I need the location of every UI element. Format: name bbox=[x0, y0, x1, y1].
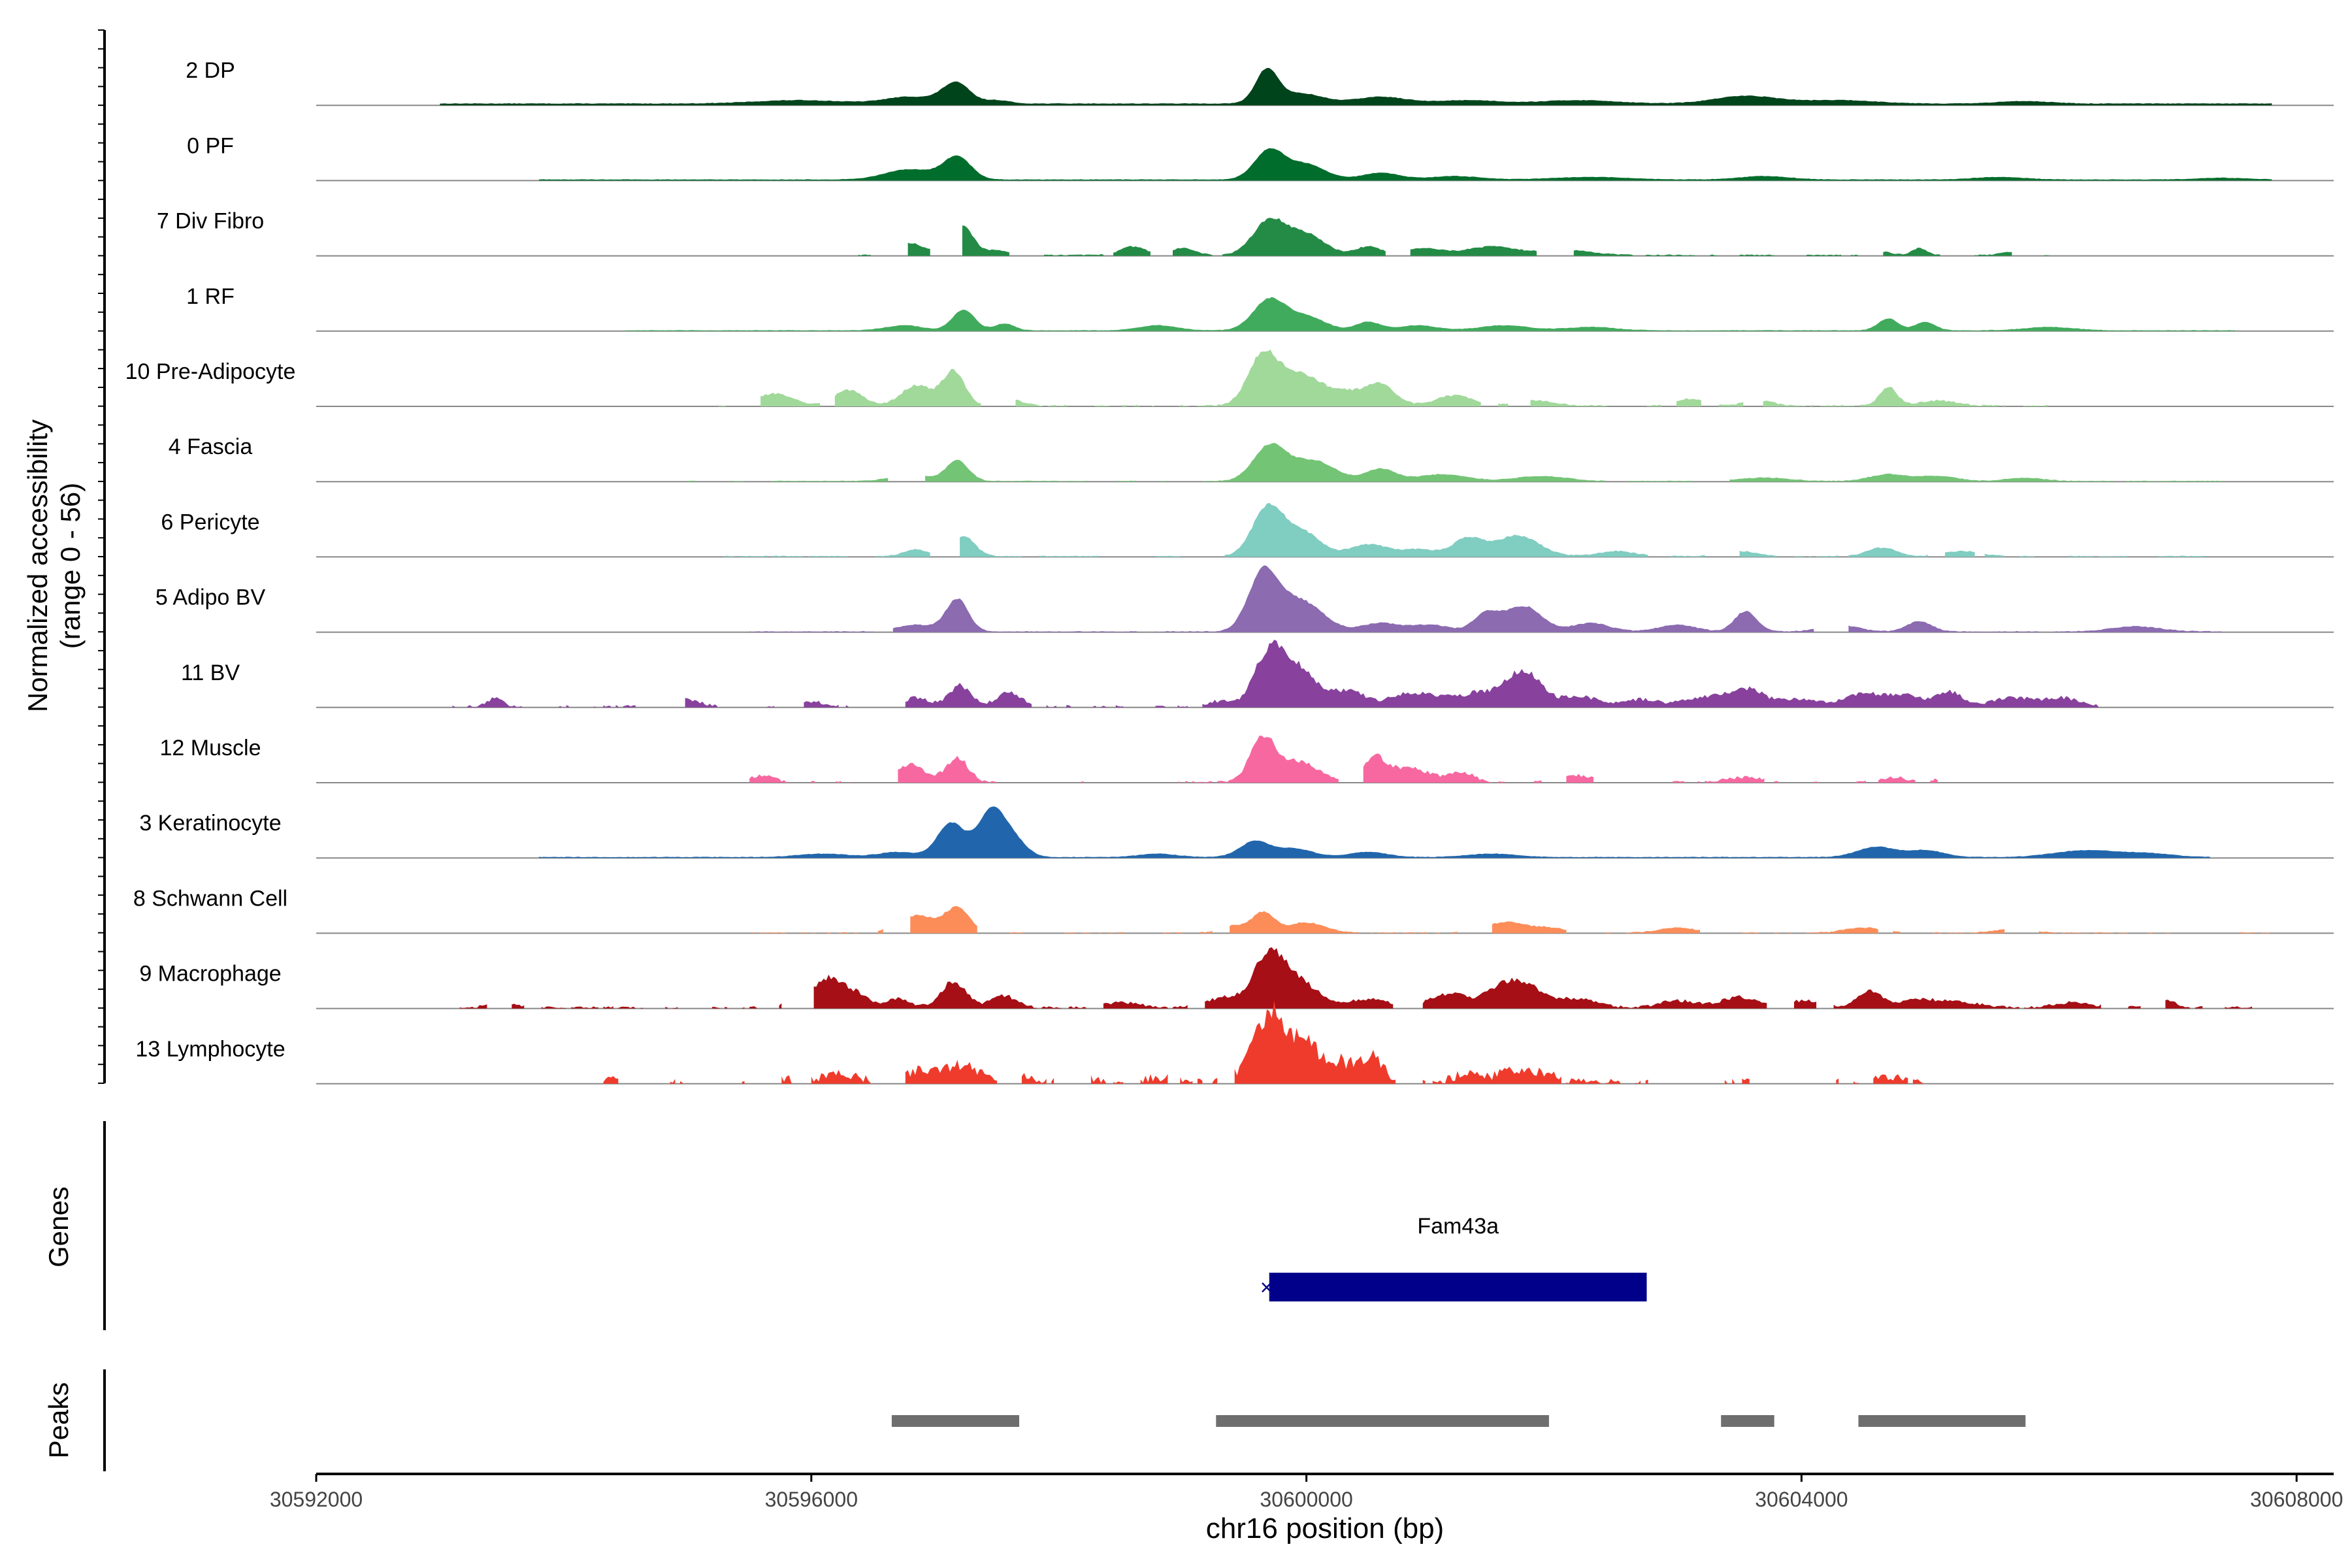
track-11-bv: 11 BV bbox=[181, 640, 2334, 708]
peaks-panel-title: Peaks bbox=[43, 1382, 74, 1459]
track-label: 3 Keratinocyte bbox=[139, 811, 281, 836]
track-label: 13 Lymphocyte bbox=[135, 1037, 285, 1062]
track-signal bbox=[725, 502, 2205, 557]
gene-strand-arrow: × bbox=[1260, 1275, 1273, 1300]
track-12-muscle: 12 Muscle bbox=[160, 736, 2334, 783]
x-axis-tick-label: 30600000 bbox=[1260, 1488, 1352, 1511]
x-axis-tick-label: 30596000 bbox=[765, 1488, 858, 1511]
track-label: 8 Schwann Cell bbox=[133, 886, 287, 911]
track-label: 9 Macrophage bbox=[139, 962, 281, 987]
track-5-adipo-bv: 5 Adipo BV bbox=[155, 565, 2334, 633]
y-axis-title-range: (range 0 - 56) bbox=[55, 483, 86, 649]
track-label: 5 Adipo BV bbox=[155, 585, 266, 610]
track-label: 6 Pericyte bbox=[161, 510, 259, 534]
track-signal bbox=[858, 218, 2050, 256]
track-label: 11 BV bbox=[181, 661, 240, 685]
x-axis-tick-label: 30604000 bbox=[1755, 1488, 1848, 1511]
track-2-dp: 2 DP bbox=[186, 58, 2334, 106]
coverage-tracks: 2 DP 0 PF 7 Div Fibro 1 RF 10 Pre-Adipocyte 4… bbox=[125, 58, 2334, 1085]
track-signal bbox=[452, 640, 2099, 708]
track-label: 7 Div Fibro bbox=[157, 209, 264, 234]
y-axis-title: Normalized accessibility (range 0 - 56) bbox=[22, 419, 86, 712]
track-1-rf: 1 RF bbox=[186, 284, 2334, 332]
genes-panel-title: Genes bbox=[43, 1186, 74, 1267]
track-signal bbox=[603, 1000, 1923, 1084]
track-signal bbox=[539, 148, 2272, 181]
gene-body bbox=[1269, 1273, 1647, 1301]
track-signal bbox=[749, 565, 2223, 632]
peak-bar bbox=[1721, 1415, 1774, 1427]
y-axis-title-main: Normalized accessibility bbox=[22, 419, 53, 712]
track-6-pericyte: 6 Pericyte bbox=[161, 502, 2334, 558]
peak-bar bbox=[891, 1415, 1019, 1427]
y-axis-ticks bbox=[98, 29, 105, 1084]
track-4-fascia: 4 Fascia bbox=[169, 434, 2334, 483]
track-10-pre-adipocyte: 10 Pre-Adipocyte bbox=[125, 350, 2334, 407]
track-3-keratinocyte: 3 Keratinocyte bbox=[139, 806, 2334, 859]
track-label: 1 RF bbox=[186, 284, 235, 309]
track-8-schwann-cell: 8 Schwann Cell bbox=[133, 886, 2334, 934]
x-axis-tick-label: 30592000 bbox=[270, 1488, 363, 1511]
track-9-macrophage: 9 Macrophage bbox=[139, 947, 2334, 1009]
track-label: 2 DP bbox=[186, 58, 235, 83]
peak-bar bbox=[1858, 1415, 2026, 1427]
track-label: 10 Pre-Adipocyte bbox=[125, 359, 296, 384]
x-axis-ticks: 30592000 30596000 30600000 30604000 30608000 bbox=[270, 1474, 2343, 1511]
track-7-div-fibro: 7 Div Fibro bbox=[157, 209, 2334, 257]
x-axis-title: chr16 position (bp) bbox=[1206, 1512, 1444, 1544]
track-13-lymphocyte: 13 Lymphocyte bbox=[135, 1000, 2334, 1085]
track-signal bbox=[751, 906, 2282, 934]
track-label: 0 PF bbox=[187, 133, 234, 158]
track-signal bbox=[718, 350, 2048, 406]
peak-annotation bbox=[891, 1415, 2026, 1427]
peak-bar bbox=[1216, 1415, 1549, 1427]
track-signal bbox=[539, 806, 2210, 858]
track-0-pf: 0 PF bbox=[187, 133, 2334, 182]
gene-annotation: × Fam43a bbox=[1260, 1214, 1647, 1301]
track-label: 4 Fascia bbox=[169, 434, 253, 459]
gene-name-label: Fam43a bbox=[1417, 1214, 1499, 1239]
x-axis-tick-label: 30608000 bbox=[2250, 1488, 2343, 1511]
track-label: 12 Muscle bbox=[160, 736, 261, 760]
